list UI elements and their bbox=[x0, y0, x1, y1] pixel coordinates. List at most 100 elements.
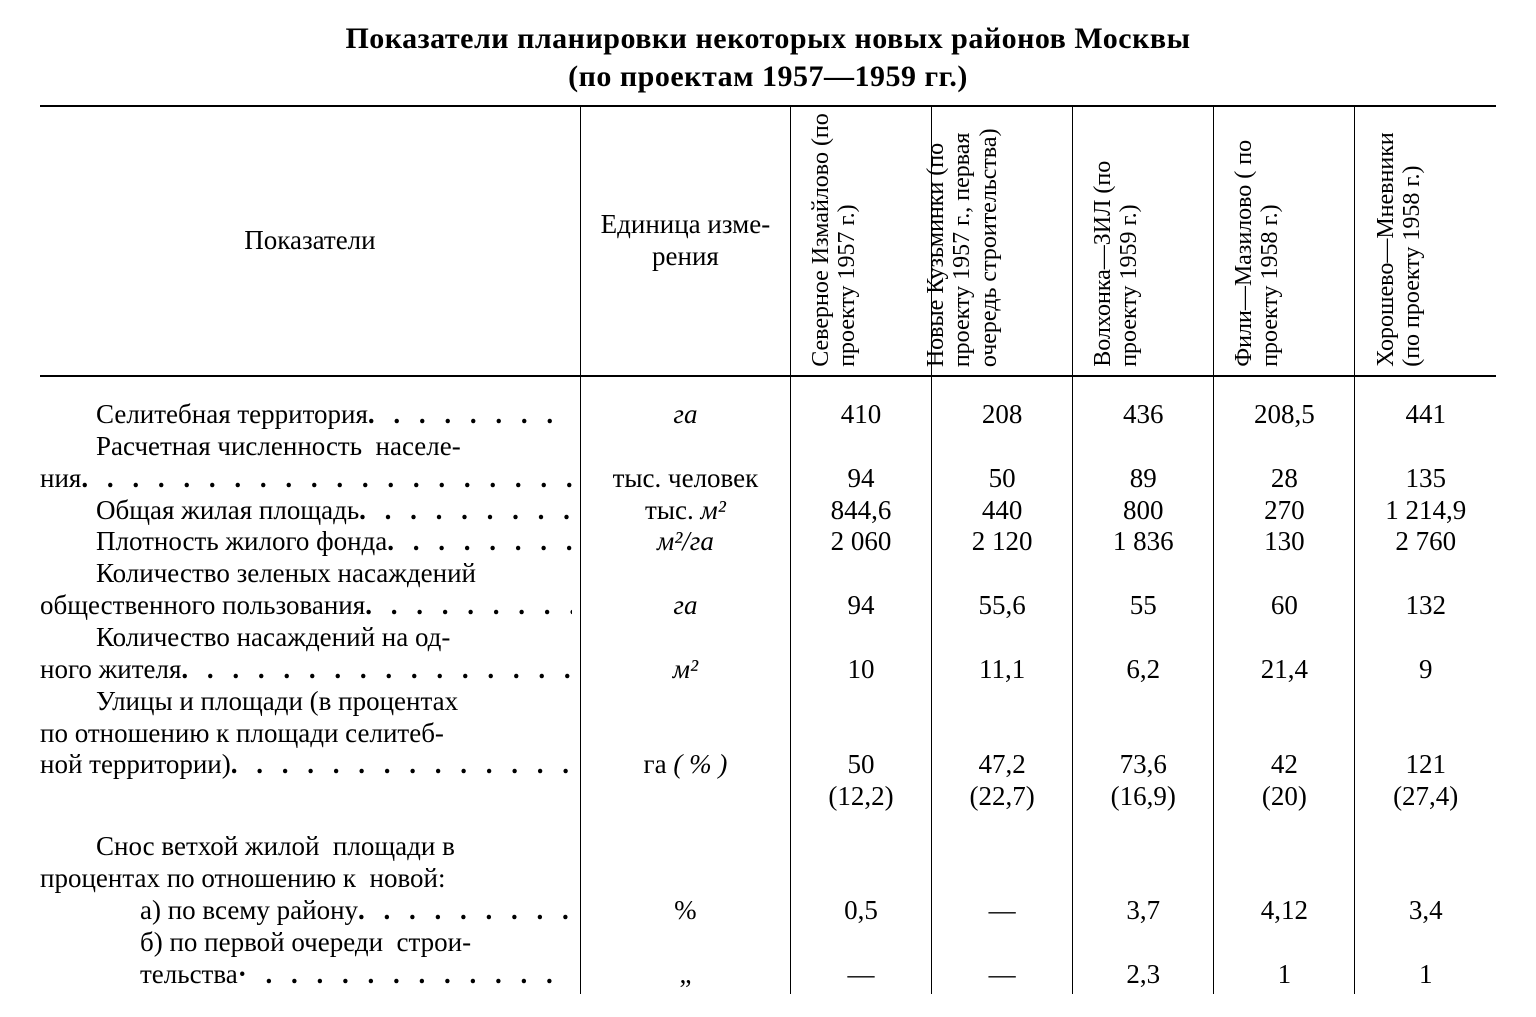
cell-value: 94 bbox=[791, 590, 932, 622]
cell-value bbox=[932, 558, 1073, 590]
col-header-label: Показатели bbox=[40, 106, 580, 376]
cell-value: 2 760 bbox=[1355, 526, 1496, 558]
row-label: процентах по отношению к новой: bbox=[40, 863, 580, 895]
cell-value: 0,5 bbox=[791, 895, 932, 927]
cell-value: 42 bbox=[1214, 749, 1355, 781]
row-label: Плотность жилого фонда . . . . . . . . .… bbox=[40, 526, 580, 558]
cell-value: 94 bbox=[791, 463, 932, 495]
cell-value: 844,6 bbox=[791, 495, 932, 527]
col-header-district-3: Фили—Мазило­во ( по про­екту 1958 г.) bbox=[1214, 106, 1355, 376]
cell-value bbox=[1214, 718, 1355, 750]
row-label: Общая жилая площадь . . . . . . . . . . … bbox=[40, 495, 580, 527]
cell-value: 208,5 bbox=[1214, 376, 1355, 431]
cell-value: 9 bbox=[1355, 654, 1496, 686]
cell-value: 21,4 bbox=[1214, 654, 1355, 686]
row-unit: га bbox=[580, 590, 790, 622]
cell-value bbox=[932, 927, 1073, 959]
cell-value bbox=[932, 863, 1073, 895]
cell-value bbox=[1073, 431, 1214, 463]
cell-value: — bbox=[932, 959, 1073, 995]
table-row: ния . . . . . . . . . . . . . . . . . . … bbox=[40, 463, 1496, 495]
cell-value: 89 bbox=[1073, 463, 1214, 495]
cell-value bbox=[791, 622, 932, 654]
row-unit: % bbox=[580, 895, 790, 927]
cell-value bbox=[1355, 718, 1496, 750]
cell-value: (16,9) bbox=[1073, 781, 1214, 813]
leader-dots: . . . . . . . . . . . . . . . . . . . . … bbox=[358, 895, 572, 927]
row-label: Количество насаждений на од- bbox=[40, 622, 580, 654]
cell-value: 135 bbox=[1355, 463, 1496, 495]
table-row: Расчетная численность населе- bbox=[40, 431, 1496, 463]
cell-value bbox=[1355, 686, 1496, 718]
cell-value bbox=[1355, 622, 1496, 654]
row-unit bbox=[580, 558, 790, 590]
row-unit bbox=[580, 781, 790, 813]
cell-value: 1 836 bbox=[1073, 526, 1214, 558]
row-label: ния . . . . . . . . . . . . . . . . . . … bbox=[40, 463, 580, 495]
row-unit bbox=[580, 718, 790, 750]
cell-value: 3,4 bbox=[1355, 895, 1496, 927]
table-row: б) по первой очереди строи- bbox=[40, 927, 1496, 959]
cell-value: 800 bbox=[1073, 495, 1214, 527]
cell-value: (27,4) bbox=[1355, 781, 1496, 813]
page-title: Показатели планировки некоторых новых ра… bbox=[40, 20, 1496, 95]
cell-value: 270 bbox=[1214, 495, 1355, 527]
leader-dots: . . . . . . . . . . . . . . . . . . . . … bbox=[181, 654, 571, 686]
cell-value: 50 bbox=[932, 463, 1073, 495]
cell-value bbox=[791, 863, 932, 895]
table-row: тельства · . . . . . . . . . . . . . . .… bbox=[40, 959, 1496, 995]
cell-value: 1 214,9 bbox=[1355, 495, 1496, 527]
cell-value bbox=[932, 622, 1073, 654]
title-line-1: Показатели планировки некоторых новых ра… bbox=[345, 22, 1190, 55]
cell-value: 436 bbox=[1073, 376, 1214, 431]
leader-dots: . . . . . . . . . . . . . . . . . . . . … bbox=[368, 399, 572, 431]
row-unit: га bbox=[580, 376, 790, 431]
table-row: Количество насаждений на од- bbox=[40, 622, 1496, 654]
row-unit bbox=[580, 831, 790, 863]
cell-value: 50 bbox=[791, 749, 932, 781]
cell-value bbox=[932, 718, 1073, 750]
row-label: общественного пользования . . . . . . . … bbox=[40, 590, 580, 622]
cell-value: 2,3 bbox=[1073, 959, 1214, 995]
table-row: ной территории) . . . . . . . . . . . . … bbox=[40, 749, 1496, 781]
table-row: (12,2)(22,7)(16,9)(20)(27,4) bbox=[40, 781, 1496, 813]
cell-value bbox=[1355, 431, 1496, 463]
cell-value: 130 bbox=[1214, 526, 1355, 558]
cell-value: — bbox=[791, 959, 932, 995]
row-unit bbox=[580, 927, 790, 959]
cell-value bbox=[1073, 831, 1214, 863]
cell-value: 55 bbox=[1073, 590, 1214, 622]
row-label: а) по всему району . . . . . . . . . . .… bbox=[40, 895, 580, 927]
table-body: Селитебная территория . . . . . . . . . … bbox=[40, 376, 1496, 994]
table-row: Количество зеленых насаждений bbox=[40, 558, 1496, 590]
row-label: ного жителя . . . . . . . . . . . . . . … bbox=[40, 654, 580, 686]
cell-value bbox=[1355, 927, 1496, 959]
cell-value: 6,2 bbox=[1073, 654, 1214, 686]
cell-value: 60 bbox=[1214, 590, 1355, 622]
cell-value: (12,2) bbox=[791, 781, 932, 813]
cell-value: 410 bbox=[791, 376, 932, 431]
planning-table: Показатели Единица изме­рения Северное И… bbox=[40, 105, 1496, 994]
cell-value: (20) bbox=[1214, 781, 1355, 813]
cell-value bbox=[791, 686, 932, 718]
table-row: ного жителя . . . . . . . . . . . . . . … bbox=[40, 654, 1496, 686]
leader-dots: · . . . . . . . . . . . . . . . . . . . … bbox=[238, 959, 572, 991]
cell-value bbox=[791, 431, 932, 463]
cell-value: 10 bbox=[791, 654, 932, 686]
page: Показатели планировки некоторых новых ра… bbox=[0, 0, 1536, 1014]
table-row: Селитебная территория . . . . . . . . . … bbox=[40, 376, 1496, 431]
leader-dots: . . . . . . . . . . . . . . . . . . . . … bbox=[359, 495, 572, 527]
table-row: по отношению к площади селитеб- bbox=[40, 718, 1496, 750]
cell-value: 208 bbox=[932, 376, 1073, 431]
col-header-district-0: Северное Из­майлово (по проекту 1957 г.) bbox=[791, 106, 932, 376]
cell-value bbox=[932, 686, 1073, 718]
cell-value bbox=[932, 431, 1073, 463]
cell-value bbox=[1214, 431, 1355, 463]
cell-value bbox=[1073, 927, 1214, 959]
row-label: Количество зеленых насаждений bbox=[40, 558, 580, 590]
cell-value bbox=[1214, 622, 1355, 654]
cell-value: 440 bbox=[932, 495, 1073, 527]
cell-value: — bbox=[932, 895, 1073, 927]
leader-dots: . . . . . . . . . . . . . . . . . . . . … bbox=[231, 749, 572, 781]
row-label: б) по первой очереди строи- bbox=[40, 927, 580, 959]
